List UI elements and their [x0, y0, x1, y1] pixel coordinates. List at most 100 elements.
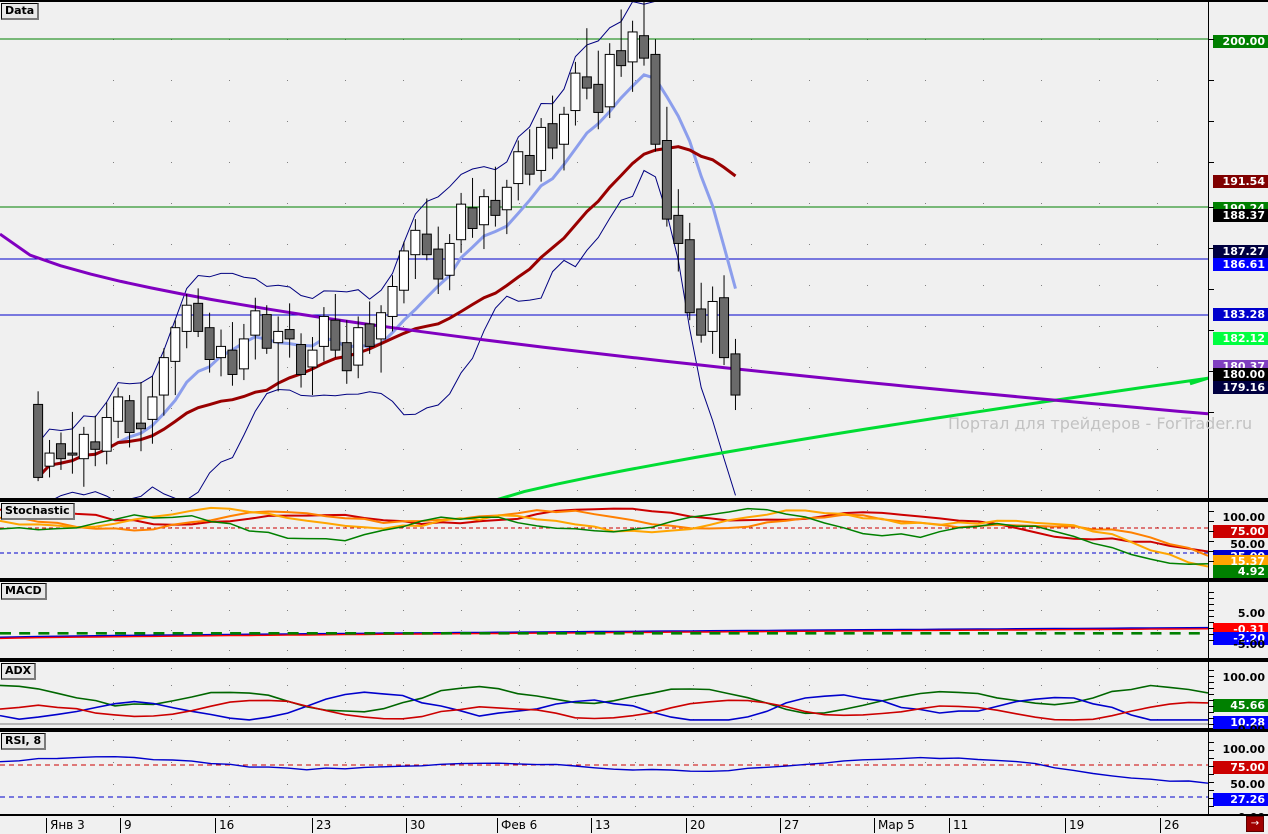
- scale-tick: [1209, 521, 1214, 522]
- rsi-chart-svg: [0, 740, 1208, 807]
- candlestick: [147, 376, 158, 444]
- candlestick: [204, 312, 215, 373]
- candlestick: [696, 282, 707, 343]
- price-plot-area[interactable]: [0, 2, 1208, 498]
- candlestick: [55, 432, 66, 470]
- scale-tick: [1209, 371, 1214, 372]
- candlestick: [296, 333, 307, 388]
- candlestick: [227, 322, 238, 386]
- candlestick: [398, 241, 409, 304]
- x-axis-label: Фев 6: [497, 818, 537, 833]
- scale-tick: [1209, 750, 1214, 751]
- panel-tag-stochastic[interactable]: Stochastic: [1, 503, 75, 520]
- scale-tick: [1209, 798, 1214, 799]
- candlestick: [250, 297, 261, 360]
- scale-label: -5.00: [1233, 638, 1265, 651]
- scale-label: 27.26: [1213, 793, 1268, 806]
- candlestick: [193, 288, 204, 338]
- x-axis-label: 11: [949, 818, 968, 833]
- adx-chart-svg: [0, 668, 1208, 725]
- candlestick: [376, 305, 387, 373]
- candlestick: [341, 320, 352, 384]
- scale-tick: [1209, 561, 1214, 562]
- candlestick: [124, 395, 135, 448]
- macd-chart-svg: [0, 590, 1208, 651]
- scale-tick: [1209, 604, 1214, 605]
- candlestick: [547, 95, 558, 160]
- candlestick: [113, 387, 124, 439]
- scale-tick: [1209, 724, 1214, 725]
- price-scale[interactable]: 200.00191.54190.24188.37187.27186.61183.…: [1208, 2, 1268, 498]
- candlestick: [318, 307, 329, 362]
- rsi-plot-area[interactable]: [0, 732, 1208, 814]
- macd-scale[interactable]: 5.00 -0.31 -2.20 -5.00: [1208, 582, 1268, 658]
- scale-label: 15.37: [1213, 555, 1268, 568]
- stochastic-panel: Stochastic 100.0075.0050.0025.0015.374.9…: [0, 500, 1268, 580]
- candlestick: [387, 275, 398, 332]
- scale-tick: [1209, 806, 1214, 807]
- candlestick: [273, 316, 284, 392]
- candlestick: [604, 43, 615, 119]
- stochastic-plot-area[interactable]: [0, 502, 1208, 578]
- candlestick: [78, 426, 89, 487]
- x-axis-label: Янв 3: [46, 818, 85, 833]
- scale-tick: [1209, 700, 1214, 701]
- scale-tick: [1209, 531, 1214, 532]
- scroll-right-button[interactable]: →: [1246, 816, 1264, 832]
- panel-tag-rsi[interactable]: RSI, 8: [1, 733, 47, 750]
- panel-tag-adx[interactable]: ADX: [1, 663, 37, 680]
- scale-tick: [1209, 39, 1214, 40]
- candlestick: [513, 140, 524, 201]
- candlestick: [44, 439, 55, 478]
- macd-plot-area[interactable]: [0, 582, 1208, 658]
- scale-tick: [1209, 330, 1214, 331]
- scale-tick: [1209, 616, 1214, 617]
- scale-tick: [1209, 814, 1214, 815]
- candlestick: [284, 303, 295, 358]
- candlestick: [501, 179, 512, 235]
- candlestick: [421, 198, 432, 261]
- scale-tick: [1209, 676, 1214, 677]
- panel-tag-price[interactable]: Data: [1, 3, 40, 20]
- candlestick: [536, 118, 547, 182]
- candlestick: [307, 337, 318, 396]
- candlestick: [707, 286, 718, 354]
- scale-label: 75.00: [1213, 761, 1268, 774]
- scale-tick: [1209, 782, 1214, 783]
- candlestick: [33, 391, 44, 482]
- scale-tick: [1209, 412, 1214, 413]
- macd-panel: MACD 5.00 -0.31 -2.20 -5.00: [0, 580, 1268, 660]
- candlestick: [627, 20, 638, 92]
- scale-label: 4.92: [1213, 565, 1268, 578]
- candlestick: [570, 61, 581, 126]
- candlestick: [616, 9, 627, 77]
- adx-plot-area[interactable]: [0, 662, 1208, 728]
- scale-label: 45.66: [1213, 699, 1268, 712]
- candlestick: [433, 226, 444, 294]
- candlestick: [456, 192, 467, 253]
- candlestick: [135, 381, 146, 452]
- candlestick: [444, 234, 455, 291]
- scale-tick: [1209, 758, 1214, 759]
- x-axis-label: 26: [1160, 818, 1179, 833]
- scale-tick: [1209, 706, 1214, 707]
- scale-label: 100.00: [1222, 511, 1265, 524]
- candlestick: [661, 106, 672, 227]
- scale-tick: [1209, 248, 1214, 249]
- candlestick: [330, 293, 341, 358]
- candlestick: [673, 189, 684, 272]
- panel-tag-macd[interactable]: MACD: [1, 583, 47, 600]
- x-axis[interactable]: Янв 3 9 16 23 30 Фев 6 13 20 27 Мар 5 11 19 26: [0, 815, 1268, 834]
- price-chart-svg: [0, 2, 1208, 498]
- candlestick: [490, 166, 501, 227]
- scale-tick: [1209, 80, 1214, 81]
- candlestick: [261, 305, 272, 354]
- scale-label: 179.16: [1213, 381, 1268, 394]
- x-axis-label: Мар 5: [874, 818, 915, 833]
- candlestick: [650, 39, 661, 152]
- scale-label: 191.54: [1213, 175, 1268, 188]
